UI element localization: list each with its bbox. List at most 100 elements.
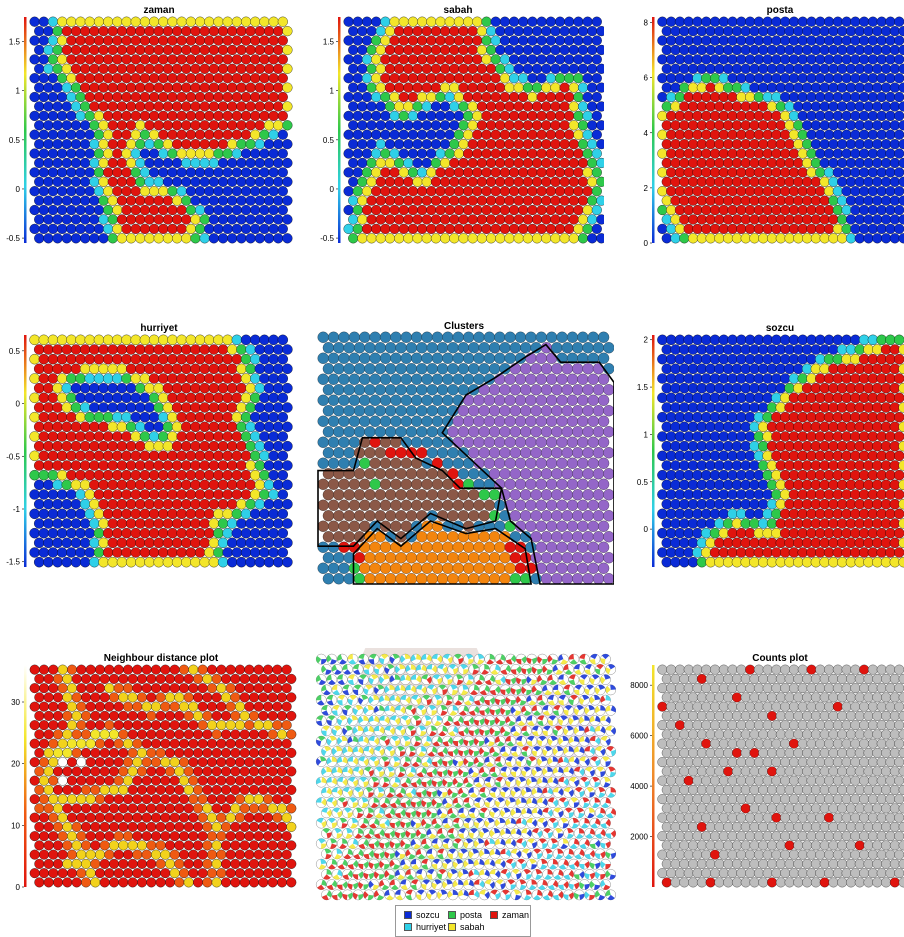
- som-node: [740, 139, 751, 150]
- som-node: [577, 176, 589, 187]
- som-node: [514, 562, 527, 574]
- som-node: [162, 157, 173, 169]
- som-node: [744, 547, 756, 558]
- som-node: [235, 831, 245, 842]
- som-node: [202, 784, 213, 795]
- som-node: [683, 54, 694, 65]
- som-node: [193, 710, 203, 721]
- som-node: [34, 195, 45, 206]
- som-node: [61, 421, 72, 433]
- som-node: [430, 120, 442, 131]
- som-node: [722, 498, 734, 510]
- som-node: [499, 447, 511, 459]
- som-node: [176, 431, 187, 442]
- codes-node: [331, 664, 343, 675]
- som-node: [327, 562, 340, 574]
- som-node: [449, 63, 460, 74]
- som-node: [112, 35, 123, 46]
- som-node: [867, 204, 878, 216]
- som-node: [841, 392, 852, 404]
- som-node: [894, 469, 904, 481]
- som-node: [236, 63, 247, 74]
- som-node: [272, 664, 283, 675]
- som-node: [490, 129, 501, 140]
- som-node: [859, 204, 870, 216]
- som-node: [123, 664, 133, 675]
- som-node: [504, 157, 515, 169]
- codes-node: [552, 664, 564, 675]
- som-node: [467, 176, 478, 187]
- som-node: [779, 508, 791, 520]
- som-node: [253, 738, 264, 749]
- som-node: [52, 195, 63, 206]
- som-node: [762, 508, 773, 520]
- som-node: [162, 139, 173, 150]
- som-node: [788, 186, 800, 197]
- som-node: [731, 44, 743, 56]
- som-node: [250, 353, 261, 365]
- som-node: [407, 54, 419, 65]
- som-node: [380, 167, 391, 178]
- som-node: [395, 468, 407, 480]
- som-node: [718, 431, 729, 442]
- som-node: [850, 73, 861, 84]
- som-node: [551, 426, 563, 438]
- som-node: [390, 394, 402, 406]
- scale-tick-label: 20: [11, 760, 20, 769]
- som-node: [749, 479, 760, 491]
- som-node: [249, 766, 259, 777]
- som-node: [701, 411, 712, 423]
- som-node: [29, 683, 40, 694]
- som-node: [84, 54, 95, 65]
- som-node: [199, 233, 210, 244]
- som-node: [486, 233, 497, 244]
- som-node: [692, 110, 703, 121]
- som-node: [263, 683, 273, 694]
- som-node: [116, 382, 128, 394]
- som-node: [828, 26, 839, 37]
- som-node: [731, 101, 743, 112]
- som-node: [333, 405, 345, 417]
- som-node: [494, 520, 506, 532]
- som-node: [193, 803, 203, 814]
- som-node: [171, 363, 183, 375]
- som-node: [709, 167, 721, 178]
- som-node: [815, 223, 826, 234]
- som-node: [95, 849, 105, 860]
- som-node: [165, 784, 175, 795]
- som-node: [38, 508, 49, 520]
- som-node: [554, 148, 566, 159]
- som-node: [227, 139, 238, 150]
- som-node: [490, 223, 501, 234]
- som-node: [211, 766, 222, 777]
- som-node: [130, 373, 141, 384]
- som-node: [718, 373, 729, 384]
- som-node: [758, 63, 769, 74]
- som-node: [749, 382, 760, 394]
- som-node: [230, 821, 241, 832]
- som-node: [863, 63, 874, 74]
- som-node: [225, 664, 236, 675]
- som-node: [144, 344, 155, 355]
- som-node: [277, 729, 287, 740]
- som-node: [509, 552, 521, 564]
- som-node: [508, 110, 520, 121]
- som-node: [572, 510, 584, 522]
- som-node: [118, 784, 129, 795]
- som-node: [165, 766, 175, 777]
- som-node: [823, 547, 835, 558]
- som-node: [527, 223, 538, 234]
- som-node: [551, 405, 563, 417]
- som-node: [245, 421, 256, 433]
- som-node: [84, 223, 95, 234]
- som-node: [286, 729, 297, 740]
- som-node: [112, 373, 123, 384]
- som-node: [688, 120, 699, 131]
- som-node: [802, 44, 813, 56]
- som-node: [213, 204, 224, 216]
- som-node: [674, 392, 686, 404]
- som-node: [582, 510, 594, 522]
- som-node: [403, 44, 414, 56]
- codes-node: [384, 664, 395, 675]
- som-node: [384, 195, 396, 206]
